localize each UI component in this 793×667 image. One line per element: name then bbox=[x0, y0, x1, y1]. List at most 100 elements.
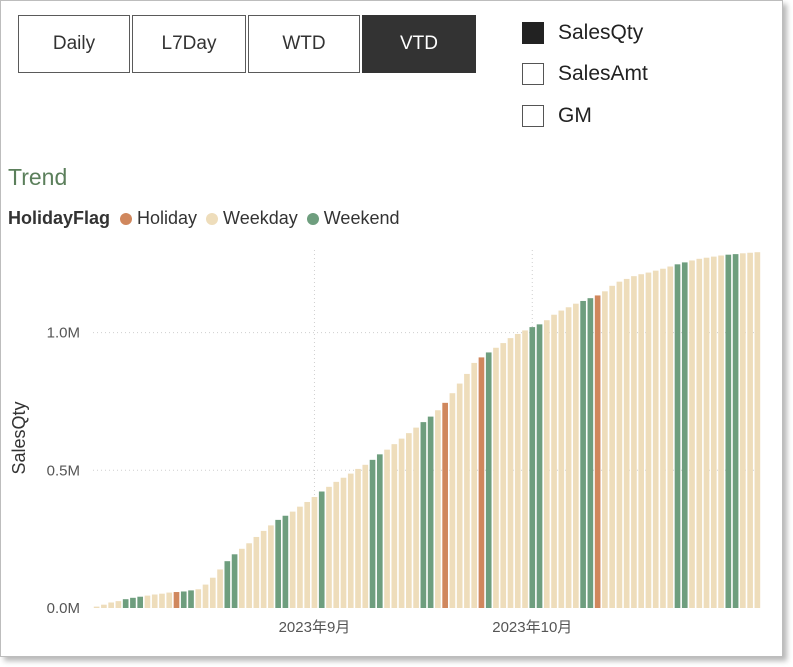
bar-holiday[interactable] bbox=[478, 357, 485, 608]
bar-weekday[interactable] bbox=[115, 601, 122, 608]
bar-weekday[interactable] bbox=[209, 577, 216, 608]
bar-weekday[interactable] bbox=[144, 595, 151, 608]
bar-weekday[interactable] bbox=[159, 593, 165, 608]
bar-weekday[interactable] bbox=[108, 602, 114, 608]
bar-weekday[interactable] bbox=[326, 486, 332, 608]
bar-weekend[interactable] bbox=[275, 519, 281, 608]
bar-weekday[interactable] bbox=[696, 258, 703, 608]
bar-weekday[interactable] bbox=[718, 255, 724, 608]
bar-weekday[interactable] bbox=[623, 278, 630, 608]
bar-weekend[interactable] bbox=[681, 262, 688, 608]
bar-weekday[interactable] bbox=[362, 464, 369, 608]
bar-weekday[interactable] bbox=[398, 438, 405, 608]
bar-weekday[interactable] bbox=[602, 291, 608, 608]
bar-weekday[interactable] bbox=[514, 333, 521, 608]
bar-weekday[interactable] bbox=[340, 477, 347, 608]
bar-weekday[interactable] bbox=[311, 497, 318, 608]
bar-weekend[interactable] bbox=[130, 597, 136, 608]
bar-weekday[interactable] bbox=[435, 410, 441, 608]
bar-weekday[interactable] bbox=[652, 270, 659, 608]
bar-weekend[interactable] bbox=[587, 298, 594, 608]
bar-weekday[interactable] bbox=[260, 530, 267, 608]
bar-weekday[interactable] bbox=[740, 253, 746, 609]
bar-weekday[interactable] bbox=[689, 260, 695, 608]
salesamt-checkbox[interactable]: SalesAmt bbox=[522, 62, 648, 86]
bar-weekday[interactable] bbox=[449, 393, 456, 608]
bar-weekday[interactable] bbox=[660, 268, 666, 608]
bar-weekday[interactable] bbox=[493, 347, 499, 608]
bar-weekday[interactable] bbox=[667, 266, 674, 608]
bar-holiday[interactable] bbox=[173, 592, 180, 608]
bar-weekday[interactable] bbox=[93, 606, 100, 608]
bar-weekday[interactable] bbox=[645, 272, 652, 608]
bar-weekday[interactable] bbox=[304, 501, 311, 608]
bar-weekday[interactable] bbox=[166, 592, 173, 608]
bar-weekday[interactable] bbox=[289, 511, 296, 608]
bar-weekday[interactable] bbox=[246, 543, 252, 608]
bar-weekday[interactable] bbox=[638, 274, 645, 608]
legend-item-holiday[interactable]: Holiday bbox=[120, 208, 197, 229]
salesqty-checkbox[interactable]: SalesQty bbox=[522, 21, 643, 45]
bar-weekend[interactable] bbox=[580, 300, 586, 608]
legend-item-weekday[interactable]: Weekday bbox=[206, 208, 298, 229]
bar-weekend[interactable] bbox=[725, 254, 732, 608]
bar-weekday[interactable] bbox=[573, 303, 579, 608]
bar-weekday[interactable] bbox=[355, 468, 361, 608]
vtd-button[interactable]: VTD bbox=[362, 15, 476, 73]
bar-weekend[interactable] bbox=[427, 416, 434, 608]
bar-weekend[interactable] bbox=[369, 459, 376, 608]
bar-weekend[interactable] bbox=[188, 590, 194, 608]
bar-weekday[interactable] bbox=[558, 310, 565, 608]
bar-weekend[interactable] bbox=[536, 324, 543, 608]
bar-weekday[interactable] bbox=[406, 433, 412, 608]
bar-weekend[interactable] bbox=[485, 352, 492, 608]
bar-weekend[interactable] bbox=[420, 422, 427, 608]
bar-weekday[interactable] bbox=[101, 604, 107, 608]
wtd-button[interactable]: WTD bbox=[248, 15, 360, 73]
bar-weekday[interactable] bbox=[391, 444, 398, 608]
bar-weekend[interactable] bbox=[231, 554, 238, 608]
bar-weekday[interactable] bbox=[464, 373, 470, 608]
bar-weekday[interactable] bbox=[710, 256, 717, 608]
bar-weekday[interactable] bbox=[500, 343, 507, 608]
gm-checkbox[interactable]: GM bbox=[522, 104, 592, 128]
bar-weekday[interactable] bbox=[609, 285, 615, 608]
legend-item-weekend[interactable]: Weekend bbox=[306, 208, 399, 229]
bar-weekend[interactable] bbox=[137, 596, 144, 608]
bar-holiday[interactable] bbox=[442, 402, 448, 608]
bar-weekend[interactable] bbox=[732, 254, 739, 608]
bar-weekday[interactable] bbox=[522, 330, 528, 608]
bar-weekend[interactable] bbox=[318, 491, 325, 608]
bar-weekday[interactable] bbox=[507, 338, 514, 608]
bar-weekday[interactable] bbox=[297, 506, 303, 608]
bar-weekday[interactable] bbox=[703, 257, 710, 608]
bar-weekday[interactable] bbox=[616, 281, 623, 608]
bar-weekend[interactable] bbox=[376, 454, 383, 608]
bar-weekday[interactable] bbox=[631, 276, 637, 608]
bar-weekday[interactable] bbox=[253, 536, 260, 608]
bar-weekend[interactable] bbox=[224, 561, 231, 608]
bar-weekday[interactable] bbox=[754, 252, 761, 608]
bar-weekday[interactable] bbox=[471, 362, 478, 608]
bar-weekend[interactable] bbox=[282, 515, 289, 608]
bar-weekday[interactable] bbox=[456, 383, 463, 608]
bar-weekday[interactable] bbox=[384, 449, 390, 608]
bar-weekday[interactable] bbox=[413, 427, 419, 608]
bar-weekday[interactable] bbox=[239, 548, 245, 608]
daily-button[interactable]: Daily bbox=[18, 15, 130, 73]
bar-weekday[interactable] bbox=[217, 569, 223, 608]
bar-weekday[interactable] bbox=[268, 525, 274, 608]
l7day-button[interactable]: L7Day bbox=[132, 15, 246, 73]
bar-weekday[interactable] bbox=[543, 320, 550, 608]
bar-holiday[interactable] bbox=[594, 295, 601, 608]
bar-weekday[interactable] bbox=[202, 584, 209, 608]
bar-weekend[interactable] bbox=[674, 264, 681, 608]
bar-weekend[interactable] bbox=[529, 327, 536, 608]
bar-weekday[interactable] bbox=[195, 589, 202, 608]
bar-weekend[interactable] bbox=[180, 591, 187, 608]
bar-weekday[interactable] bbox=[565, 307, 572, 608]
bar-weekday[interactable] bbox=[747, 252, 753, 608]
bar-weekday[interactable] bbox=[347, 473, 354, 608]
bar-weekday[interactable] bbox=[333, 481, 340, 608]
bar-weekday[interactable] bbox=[151, 594, 158, 608]
